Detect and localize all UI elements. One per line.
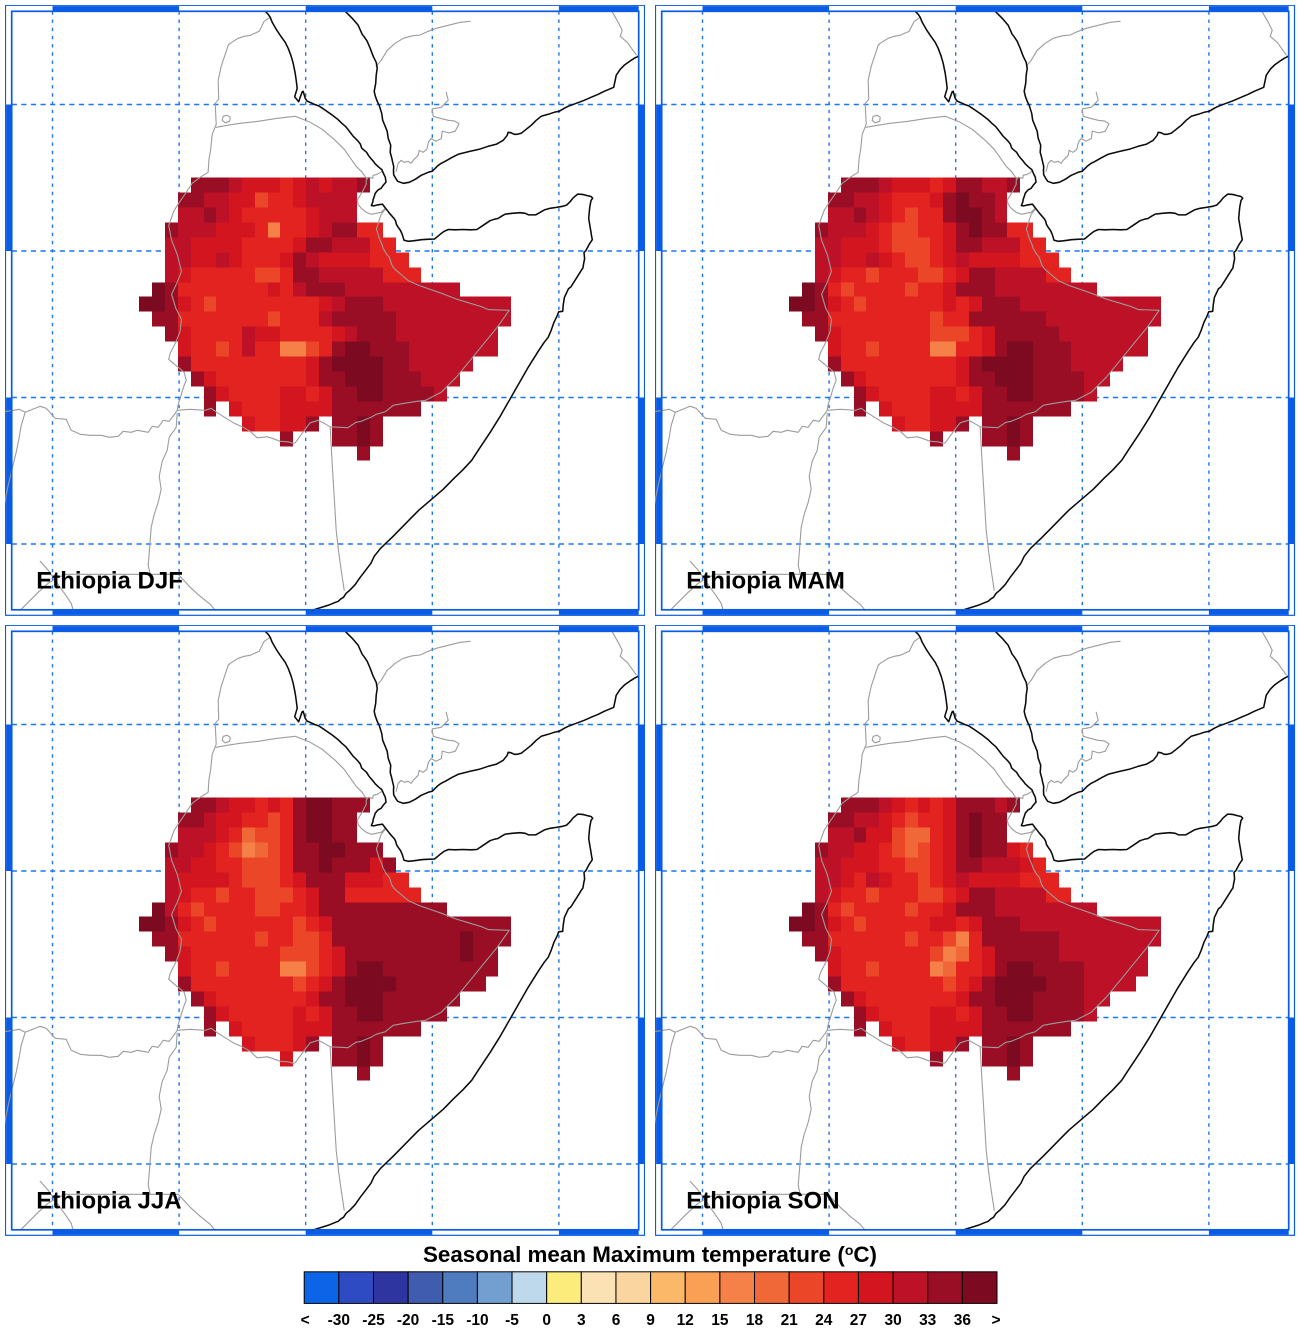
- svg-text:-5: -5: [505, 1312, 519, 1329]
- svg-text:-25: -25: [362, 1312, 385, 1329]
- svg-text:>: >: [991, 1312, 1000, 1329]
- svg-text:<: <: [301, 1312, 310, 1329]
- svg-text:18: 18: [746, 1312, 764, 1329]
- svg-text:24: 24: [815, 1312, 833, 1329]
- svg-text:36: 36: [954, 1312, 972, 1329]
- svg-text:-10: -10: [466, 1312, 488, 1329]
- svg-text:3: 3: [577, 1312, 586, 1329]
- svg-text:27: 27: [850, 1312, 867, 1329]
- svg-text:9: 9: [646, 1312, 655, 1329]
- svg-text:Ethiopia JJA: Ethiopia JJA: [36, 1188, 181, 1215]
- svg-text:21: 21: [781, 1312, 799, 1329]
- svg-text:15: 15: [711, 1312, 729, 1329]
- svg-text:6: 6: [612, 1312, 621, 1329]
- svg-text:30: 30: [884, 1312, 901, 1329]
- svg-text:12: 12: [677, 1312, 694, 1329]
- svg-text:-30: -30: [328, 1312, 350, 1329]
- svg-text:Seasonal mean Maximum temperat: Seasonal mean Maximum temperature (oC): [423, 1242, 877, 1267]
- svg-text:-20: -20: [397, 1312, 419, 1329]
- svg-text:Ethiopia SON: Ethiopia SON: [686, 1188, 839, 1215]
- svg-text:Ethiopia MAM: Ethiopia MAM: [686, 567, 845, 594]
- svg-text:33: 33: [919, 1312, 937, 1329]
- svg-text:-15: -15: [432, 1312, 455, 1329]
- svg-text:Ethiopia DJF: Ethiopia DJF: [36, 567, 183, 594]
- svg-text:0: 0: [542, 1312, 551, 1329]
